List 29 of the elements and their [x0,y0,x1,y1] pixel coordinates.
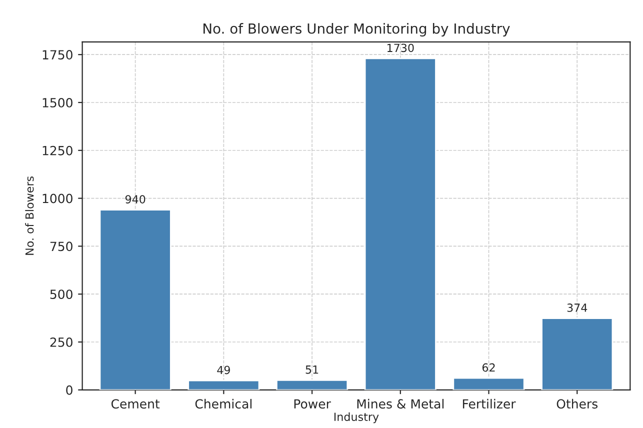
y-axis-title: No. of Blowers [25,176,34,255]
chart-title: No. of Blowers Under Monitoring by Industry [204,23,510,36]
y-tick-label: 250 [50,337,72,347]
bar [452,377,525,390]
y-tick-label: 1000 [42,194,72,204]
bar [541,318,614,390]
y-tick-label: 0 [66,385,72,395]
y-tick-label: 1750 [42,50,72,60]
x-tick-label: Mines & Metal [357,398,444,409]
x-tick-label: Cement [111,399,160,409]
data-label: 940 [125,195,146,204]
y-tick-label: 1500 [42,98,72,108]
data-label: 1730 [387,44,414,52]
y-tick-label: 1250 [42,146,72,156]
y-tick-label: 500 [50,290,72,300]
x-tick-label: Others [556,398,598,409]
bar [276,379,348,390]
data-label: 49 [217,366,230,374]
bar [188,380,260,390]
x-tick-label: Power [294,399,331,409]
bar [99,209,172,390]
x-tick-label: Chemical [195,398,252,409]
data-label: 374 [567,304,588,312]
bar [364,58,436,390]
x-tick-label: Fertilizer [462,398,516,409]
x-axis-title: Industry [334,412,379,424]
y-tick-label: 750 [50,242,72,252]
data-label: 62 [482,363,495,372]
data-label: 51 [306,366,318,374]
